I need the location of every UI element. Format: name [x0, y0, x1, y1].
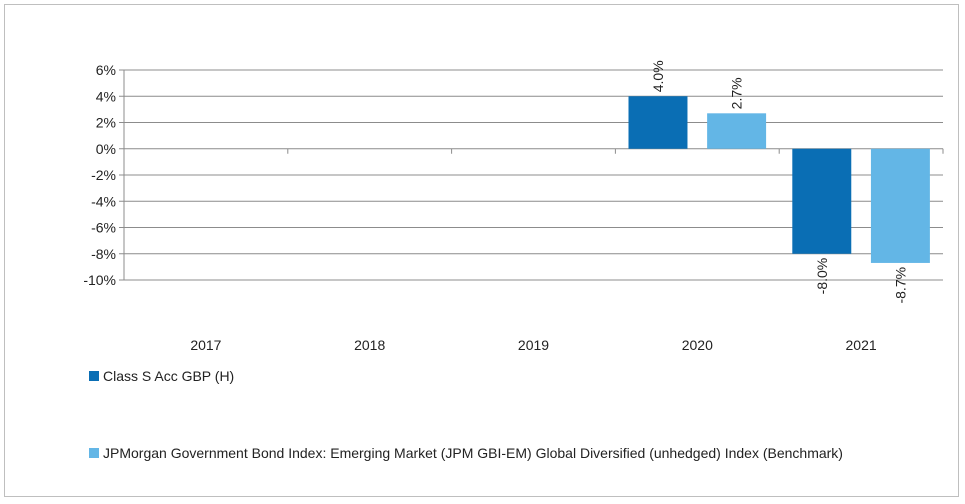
x-tick-label: 2018	[354, 337, 385, 353]
x-tick-label: 2019	[518, 337, 549, 353]
bar	[870, 148, 930, 263]
legend-item-series-2: JPMorgan Government Bond Index: Emerging…	[89, 443, 929, 463]
y-tick-label: -8%	[91, 246, 116, 262]
y-tick-label: 4%	[96, 88, 116, 104]
data-label: -8.0%	[814, 258, 830, 295]
bar	[707, 113, 767, 149]
y-tick-label: 0%	[96, 141, 116, 157]
legend-swatch	[89, 371, 99, 381]
y-tick-label: -6%	[91, 220, 116, 236]
y-tick-label: -10%	[83, 272, 116, 288]
data-label: 4.0%	[650, 60, 666, 92]
data-label: 2.7%	[729, 77, 745, 109]
y-tick-label: 6%	[96, 62, 116, 78]
bar	[628, 96, 688, 149]
y-tick-label: -2%	[91, 167, 116, 183]
legend-item-series-1: Class S Acc GBP (H)	[89, 366, 929, 386]
y-tick-label: -4%	[91, 193, 116, 209]
legend-label: Class S Acc GBP (H)	[103, 368, 235, 384]
y-tick-label: 2%	[96, 115, 116, 131]
x-tick-label: 2021	[846, 337, 877, 353]
legend-swatch	[89, 448, 99, 458]
x-tick-label: 2020	[682, 337, 713, 353]
data-label: -8.7%	[892, 267, 908, 304]
bar	[792, 148, 852, 254]
x-tick-label: 2017	[190, 337, 221, 353]
legend-label: JPMorgan Government Bond Index: Emerging…	[103, 445, 843, 461]
